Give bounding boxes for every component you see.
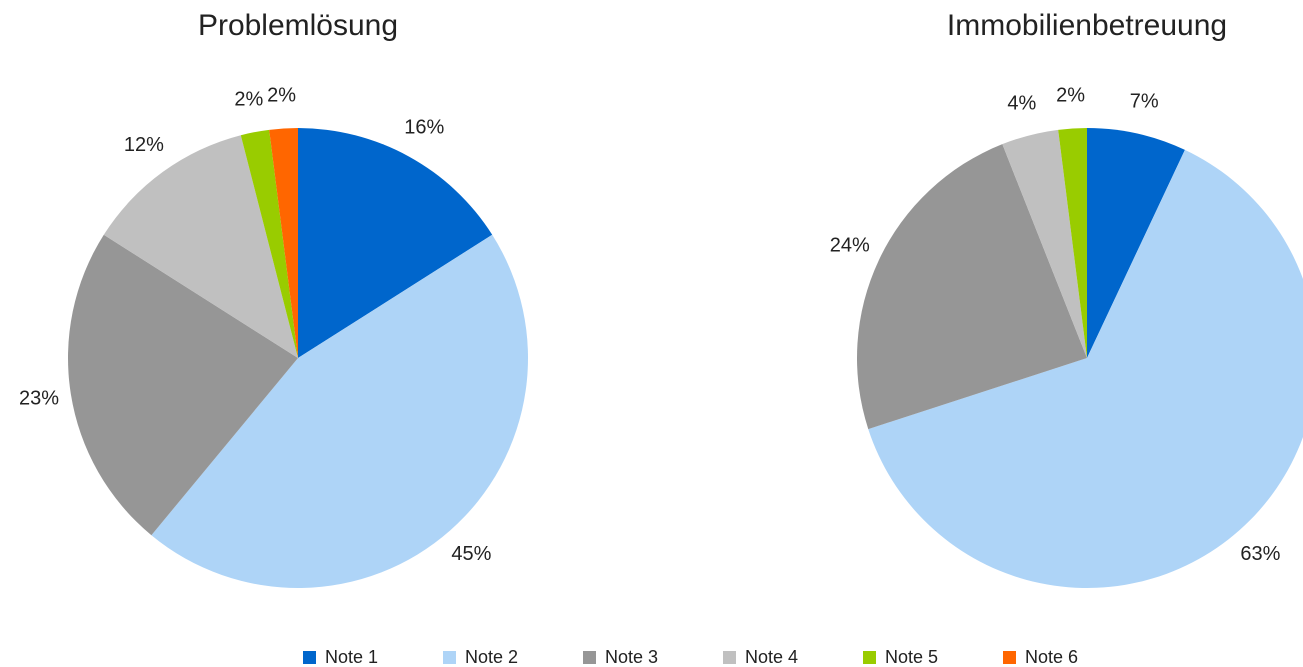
legend-swatch <box>863 651 876 664</box>
legend-label: Note 1 <box>325 647 378 667</box>
data-label: 12% <box>124 134 164 156</box>
pie-slice <box>868 149 1303 588</box>
data-label: 2% <box>267 85 296 107</box>
legend-swatch <box>723 651 736 664</box>
pie-slice <box>1002 129 1087 358</box>
legend-swatch <box>1003 651 1016 664</box>
legend-label: Note 6 <box>1025 647 1078 667</box>
data-label: 16% <box>404 117 444 139</box>
pie-slice <box>68 234 299 536</box>
pie-slice <box>1058 128 1087 358</box>
legend-label: Note 3 <box>605 647 658 667</box>
legend-label: Note 5 <box>885 647 938 667</box>
pie-slice <box>1087 128 1185 358</box>
data-label: 2% <box>1056 85 1085 107</box>
data-label: 2% <box>234 89 263 111</box>
chart-title: Problemlösung <box>198 9 398 42</box>
legend-swatch <box>443 651 456 664</box>
data-label: 4% <box>1007 92 1036 114</box>
pie-slice <box>857 144 1087 430</box>
pie-slice <box>103 135 298 358</box>
data-label: 7% <box>1130 90 1159 112</box>
data-label: 45% <box>451 543 491 565</box>
pie-slice <box>240 129 298 358</box>
data-label: 24% <box>830 235 870 257</box>
chart-title: Immobilienbetreuung <box>947 9 1227 42</box>
legend-swatch <box>583 651 596 664</box>
pie-slice <box>298 128 493 358</box>
legend-swatch <box>303 651 316 664</box>
pie-slice <box>151 234 528 588</box>
legend-label: Note 2 <box>465 647 518 667</box>
pie-slice <box>269 128 298 358</box>
legend: Note 1 Note 2 Note 3 Note 4 Note 5 Note 6 <box>303 647 1078 667</box>
legend-label: Note 4 <box>745 647 798 667</box>
data-label: 23% <box>19 387 59 409</box>
data-label: 63% <box>1240 543 1280 565</box>
